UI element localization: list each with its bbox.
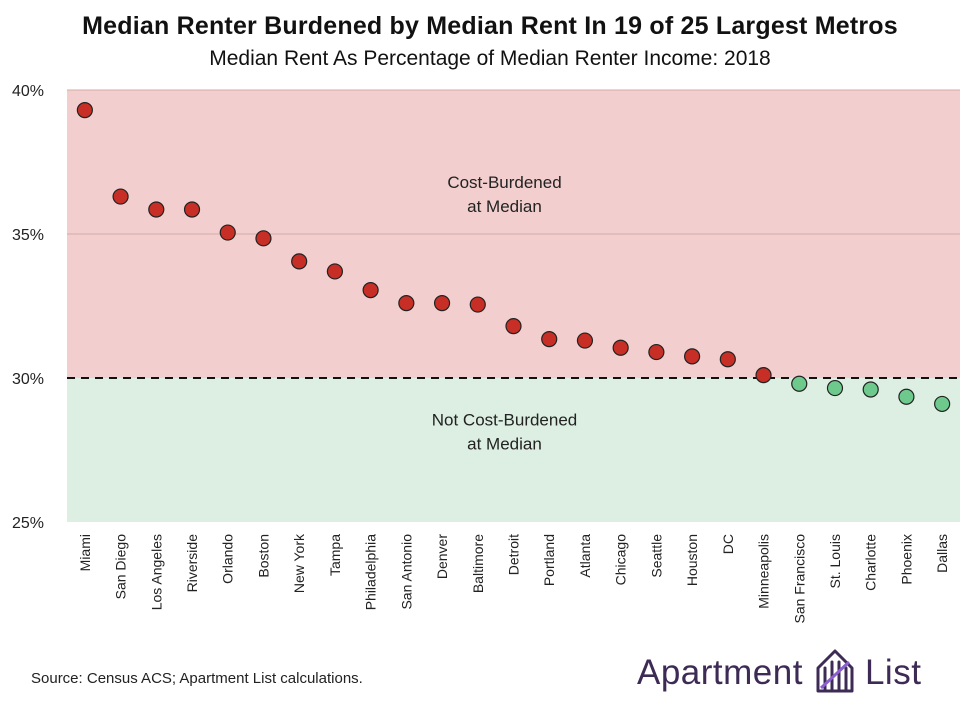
y-axis-ticks: 25% 30% 35% 40% bbox=[12, 83, 44, 532]
x-tick-label: San Francisco bbox=[791, 534, 807, 624]
not-cost-burdened-region bbox=[67, 378, 960, 522]
data-point-denver bbox=[433, 295, 451, 312]
data-point-tampa bbox=[326, 263, 343, 280]
data-point-phoenix bbox=[898, 388, 915, 405]
x-axis-labels: Miami San Diego Los Angeles Riverside Orland… bbox=[77, 533, 950, 623]
x-tick-label: Phoenix bbox=[898, 534, 914, 585]
x-tick-label: Atlanta bbox=[577, 534, 593, 578]
y-tick-label: 25% bbox=[12, 515, 44, 532]
data-point-dc bbox=[719, 351, 736, 368]
y-tick-label: 30% bbox=[12, 371, 44, 388]
x-tick-label: New York bbox=[291, 533, 307, 593]
x-tick-label: Los Angeles bbox=[148, 534, 164, 610]
x-tick-label: Miami bbox=[77, 534, 93, 571]
x-tick-label: DC bbox=[720, 534, 736, 554]
data-point-los-angeles bbox=[148, 201, 165, 218]
x-tick-label: Chicago bbox=[613, 534, 629, 586]
x-tick-label: San Diego bbox=[113, 534, 129, 600]
data-point-houston bbox=[683, 348, 701, 365]
above-region-label-line2: at Median bbox=[467, 197, 542, 216]
x-tick-label: Baltimore bbox=[470, 534, 486, 593]
x-tick-label: Dallas bbox=[934, 534, 950, 573]
data-point-miami bbox=[76, 102, 93, 119]
x-tick-label: Orlando bbox=[220, 534, 236, 584]
data-point-portland bbox=[541, 331, 558, 348]
data-point-boston bbox=[255, 230, 272, 247]
data-point-new-york bbox=[291, 253, 308, 270]
data-point-philadelphia bbox=[362, 282, 379, 299]
data-point-orlando bbox=[219, 224, 236, 241]
x-tick-label: Detroit bbox=[506, 534, 522, 575]
logo-text-left: Apartment bbox=[637, 653, 803, 692]
x-tick-label: Tampa bbox=[327, 534, 343, 576]
x-tick-label: Seattle bbox=[648, 534, 664, 578]
data-point-baltimore bbox=[469, 296, 486, 313]
chart-title: Median Renter Burdened by Median Rent In… bbox=[82, 12, 898, 40]
data-point-san-francisco bbox=[791, 375, 808, 392]
x-tick-label: Portland bbox=[541, 534, 557, 586]
x-tick-label: San Antonio bbox=[398, 534, 414, 610]
data-point-atlanta bbox=[576, 332, 594, 349]
data-point-detroit bbox=[505, 318, 522, 335]
x-tick-label: Riverside bbox=[184, 534, 200, 593]
data-point-san-antonio bbox=[398, 295, 415, 312]
source-note: Source: Census ACS; Apartment List calcu… bbox=[31, 670, 363, 687]
apartment-list-logo-icon bbox=[815, 648, 855, 699]
x-tick-label: Houston bbox=[684, 534, 700, 586]
data-point-st-louis bbox=[826, 379, 844, 397]
x-tick-label: Denver bbox=[434, 534, 450, 579]
data-points bbox=[76, 102, 951, 413]
apartment-list-logo: Apartment List bbox=[637, 648, 921, 698]
data-point-seattle bbox=[648, 343, 665, 361]
x-tick-label: Charlotte bbox=[863, 534, 879, 591]
data-point-minneapolis bbox=[755, 367, 772, 384]
x-tick-label: St. Louis bbox=[827, 534, 843, 588]
logo-text-right: List bbox=[864, 653, 922, 692]
data-point-dallas bbox=[934, 395, 951, 413]
y-tick-label: 35% bbox=[12, 227, 44, 244]
data-point-riverside bbox=[183, 201, 201, 218]
chart-subtitle: Median Rent As Percentage of Median Rent… bbox=[209, 47, 771, 70]
y-tick-label: 40% bbox=[12, 83, 44, 100]
x-tick-label: Boston bbox=[255, 534, 271, 578]
data-point-charlotte bbox=[862, 381, 879, 398]
below-region-label-line1: Not Cost-Burdened bbox=[432, 411, 578, 430]
above-region-label-line1: Cost-Burdened bbox=[447, 173, 561, 192]
x-tick-label: Minneapolis bbox=[756, 534, 772, 609]
data-point-chicago bbox=[612, 339, 629, 356]
data-point-san-diego bbox=[112, 188, 129, 205]
below-region-label-line2: at Median bbox=[467, 435, 542, 454]
x-tick-label: Philadelphia bbox=[363, 534, 379, 610]
gridlines bbox=[67, 89, 960, 235]
